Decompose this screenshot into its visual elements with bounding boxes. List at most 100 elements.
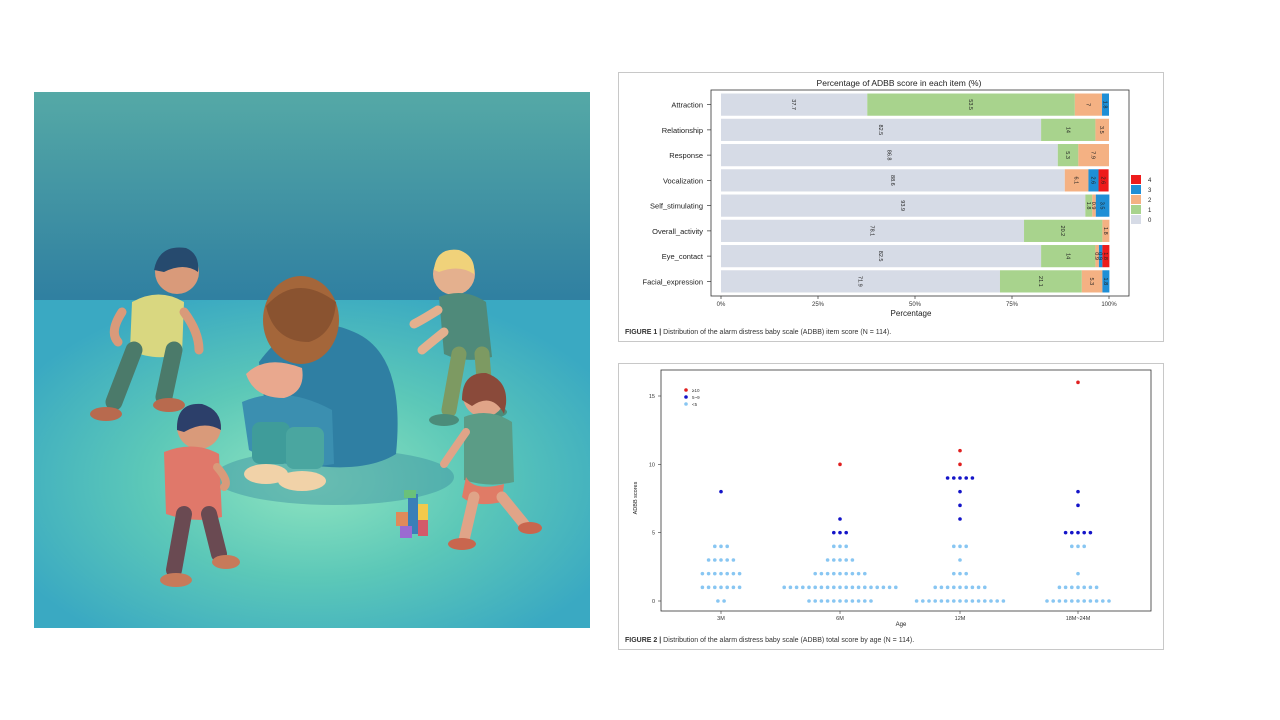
legend-swatch xyxy=(1131,185,1141,194)
data-point xyxy=(863,585,867,590)
data-point xyxy=(856,599,861,603)
data-point xyxy=(1070,599,1074,603)
data-point xyxy=(1051,599,1055,603)
bar-segment xyxy=(1088,169,1099,192)
data-label: 71.9 xyxy=(856,276,862,287)
data-point xyxy=(970,599,975,603)
y-axis-label: ADBB scores xyxy=(633,481,639,514)
data-point xyxy=(838,517,842,521)
data-label: 5.3 xyxy=(1088,278,1094,286)
data-label: 37.7 xyxy=(790,99,796,110)
data-point xyxy=(1094,599,1099,603)
data-point xyxy=(952,476,956,480)
bar-segment xyxy=(1098,245,1103,268)
data-label: 1.8 xyxy=(1102,252,1108,260)
data-point xyxy=(725,571,729,576)
y-tick-label: 15 xyxy=(649,394,655,400)
bar-segment xyxy=(721,194,1086,217)
data-point xyxy=(731,571,736,576)
data-point xyxy=(958,571,962,576)
x-tick-label: 6M xyxy=(836,616,844,622)
data-point xyxy=(875,585,879,590)
data-point xyxy=(952,585,956,590)
data-point xyxy=(933,599,937,603)
data-point xyxy=(952,544,956,549)
x-tick-label: 3M xyxy=(717,616,725,622)
y-tick-label: 0 xyxy=(652,599,655,605)
data-label: 3.5 xyxy=(1098,126,1104,134)
bar-segment xyxy=(721,270,1000,293)
data-point xyxy=(1082,530,1086,535)
data-point xyxy=(719,544,723,549)
data-label: 1.8 xyxy=(1085,202,1091,210)
legend-label: 4 xyxy=(1148,178,1152,184)
data-point xyxy=(927,599,931,603)
x-tick-label: 25% xyxy=(812,302,825,308)
data-point xyxy=(719,571,723,576)
data-point xyxy=(958,489,962,494)
plot-area xyxy=(660,369,1152,612)
legend-label: 5~9 xyxy=(692,395,700,400)
data-label: 93.9 xyxy=(899,200,905,211)
bar-segment xyxy=(1085,194,1093,217)
data-point xyxy=(952,571,956,576)
data-point xyxy=(1082,544,1086,549)
figure-2-label: FIGURE 2 | xyxy=(625,637,662,644)
data-label: 88.6 xyxy=(889,175,895,186)
figure-2-caption-text: Distribution of the alarm distress baby … xyxy=(663,637,915,644)
data-label: 86.8 xyxy=(885,150,891,161)
data-point xyxy=(1057,585,1062,590)
data-point xyxy=(1082,599,1086,603)
data-label: 1.8 xyxy=(1102,278,1108,286)
data-point xyxy=(713,585,717,590)
data-point xyxy=(863,599,867,603)
bar-segment xyxy=(1102,93,1109,116)
data-point xyxy=(1076,571,1080,576)
data-point xyxy=(964,571,968,576)
data-point xyxy=(838,544,842,549)
legend-swatch xyxy=(1131,205,1141,214)
data-point xyxy=(731,558,736,562)
data-point xyxy=(807,585,811,590)
data-label: 82.5 xyxy=(877,125,883,136)
data-point xyxy=(856,585,861,590)
data-point xyxy=(1063,599,1068,603)
legend-label: ≥10 xyxy=(692,388,700,393)
x-tick-label: 100% xyxy=(1101,302,1117,308)
bar-segment xyxy=(721,144,1058,167)
x-tick-label: 0% xyxy=(717,302,726,308)
figure-1-label: FIGURE 1 | xyxy=(625,329,662,336)
data-point xyxy=(1076,599,1080,603)
legend-marker xyxy=(684,395,688,399)
figure-1-caption-text: Distribution of the alarm distress baby … xyxy=(663,329,892,336)
figure-1-caption: FIGURE 1 | Distribution of the alarm dis… xyxy=(625,329,891,336)
data-point xyxy=(958,544,962,549)
data-point xyxy=(850,599,855,603)
bar-segment xyxy=(721,245,1042,268)
data-label: 2.6 xyxy=(1089,177,1095,185)
category-label: Attraction xyxy=(671,101,703,110)
data-point xyxy=(838,599,842,603)
data-point xyxy=(964,476,968,480)
legend-label: <5 xyxy=(692,402,698,407)
data-point xyxy=(725,585,729,590)
data-point xyxy=(964,585,968,590)
data-point xyxy=(1076,380,1080,385)
data-point xyxy=(881,585,886,590)
data-point xyxy=(1001,599,1006,603)
data-point xyxy=(1076,530,1080,535)
bar-segment xyxy=(1081,270,1103,293)
data-point xyxy=(832,558,836,562)
bar-segment xyxy=(999,270,1082,293)
child-top-left xyxy=(90,247,204,421)
child-bottom-right xyxy=(440,372,542,550)
bar-segment xyxy=(867,93,1075,116)
data-point xyxy=(964,544,968,549)
data-point xyxy=(869,585,873,590)
data-point xyxy=(713,571,717,576)
data-point xyxy=(863,571,867,576)
bar-segment xyxy=(1041,245,1096,268)
data-label: 6.1 xyxy=(1073,177,1079,185)
y-tick-label: 5 xyxy=(652,531,655,537)
data-point xyxy=(801,585,805,590)
